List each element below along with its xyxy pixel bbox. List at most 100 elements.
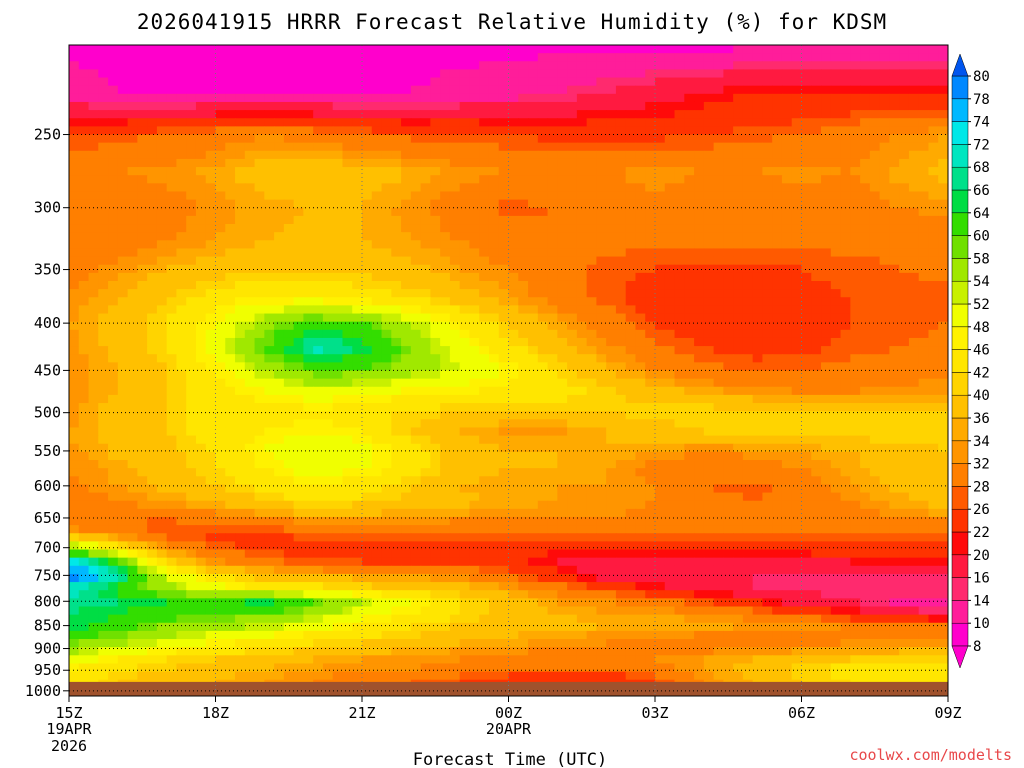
rh-cell — [586, 158, 597, 168]
rh-cell — [869, 264, 881, 274]
rh-cell — [254, 134, 265, 144]
rh-cell — [606, 419, 617, 429]
rh-cell — [313, 378, 324, 388]
rh-cell — [410, 272, 422, 282]
rh-cell — [176, 215, 187, 225]
rh-cell — [391, 378, 402, 388]
rh-cell — [742, 199, 754, 209]
rh-cell — [117, 378, 129, 388]
rh-cell — [830, 232, 842, 241]
rh-cell — [469, 240, 480, 250]
rh-cell — [303, 435, 314, 445]
rh-cell — [518, 297, 529, 306]
rh-cell — [78, 386, 90, 396]
rh-cell — [508, 191, 519, 201]
rh-cell — [420, 378, 431, 388]
rh-cell — [879, 272, 890, 282]
rh-cell — [410, 256, 422, 266]
rh-cell — [801, 272, 812, 282]
rh-cell — [147, 256, 158, 266]
rh-cell — [127, 69, 138, 79]
rh-cell — [254, 215, 265, 225]
rh-cell — [225, 126, 236, 136]
rh-cell — [928, 394, 939, 404]
rh-cell — [508, 240, 519, 250]
rh-cell — [488, 45, 500, 54]
rh-cell — [449, 215, 461, 225]
rh-cell — [791, 110, 803, 119]
rh-cell — [205, 476, 217, 486]
rh-cell — [205, 313, 217, 323]
rh-cell — [332, 411, 344, 420]
rh-cell — [869, 53, 881, 62]
rh-cell — [176, 289, 187, 298]
rh-cell — [313, 264, 324, 274]
rh-cell — [371, 411, 383, 420]
rh-cell — [821, 158, 832, 168]
rh-cell — [821, 77, 832, 87]
rh-cell — [127, 101, 138, 111]
rh-cell — [215, 280, 226, 290]
rh-cell — [283, 191, 295, 201]
rh-cell — [625, 321, 637, 331]
rh-cell — [215, 150, 226, 160]
rh-cell — [88, 158, 99, 168]
rh-cell — [586, 207, 597, 217]
rh-cell — [801, 476, 812, 486]
rh-cell — [518, 492, 529, 502]
rh-cell — [567, 69, 578, 79]
rh-cell — [742, 248, 754, 258]
rh-cell — [430, 61, 441, 71]
rh-cell — [742, 451, 754, 461]
rh-cell — [899, 183, 910, 193]
rh-cell — [801, 354, 812, 363]
rh-cell — [88, 476, 99, 486]
rh-cell — [908, 451, 920, 461]
rh-cell — [137, 215, 148, 225]
rh-cell — [381, 443, 392, 453]
rh-cell — [430, 280, 441, 290]
rh-cell — [781, 443, 793, 453]
rh-cell — [684, 346, 695, 355]
rh-cell — [371, 142, 383, 152]
rh-cell — [371, 386, 383, 396]
rh-cell — [244, 362, 256, 372]
rh-cell — [440, 101, 451, 111]
rh-cell — [928, 191, 939, 201]
rh-cell — [313, 419, 324, 429]
rh-cell — [850, 167, 861, 176]
rh-cell — [371, 451, 383, 461]
rh-cell — [449, 53, 461, 62]
rh-cell — [98, 240, 109, 250]
rh-cell — [108, 142, 119, 152]
rh-cell — [869, 215, 881, 225]
rh-cell — [655, 207, 666, 217]
rh-cell — [752, 321, 764, 331]
rh-cell — [195, 85, 207, 95]
rh-cell — [791, 337, 803, 347]
rh-cell — [420, 142, 431, 152]
rh-cell — [869, 403, 881, 412]
rh-cell — [498, 85, 510, 95]
rh-cell — [352, 240, 363, 250]
rh-cell — [625, 150, 637, 160]
rh-cell — [137, 394, 148, 404]
rh-cell — [615, 411, 627, 420]
rh-cell — [567, 378, 578, 388]
rh-cell — [430, 313, 441, 323]
rh-cell — [313, 321, 324, 331]
rh-cell — [557, 110, 568, 119]
rh-cell — [362, 370, 373, 380]
rh-cell — [567, 354, 578, 363]
rh-cell — [791, 346, 803, 355]
rh-cell — [528, 411, 539, 420]
rh-cell — [420, 272, 431, 282]
rh-cell — [459, 289, 471, 298]
rh-cell — [684, 321, 695, 331]
rh-cell — [225, 305, 236, 315]
rh-cell — [498, 321, 510, 331]
rh-cell — [293, 85, 304, 95]
rh-cell — [254, 183, 265, 193]
rh-cell — [166, 468, 178, 477]
rh-cell — [449, 297, 461, 306]
